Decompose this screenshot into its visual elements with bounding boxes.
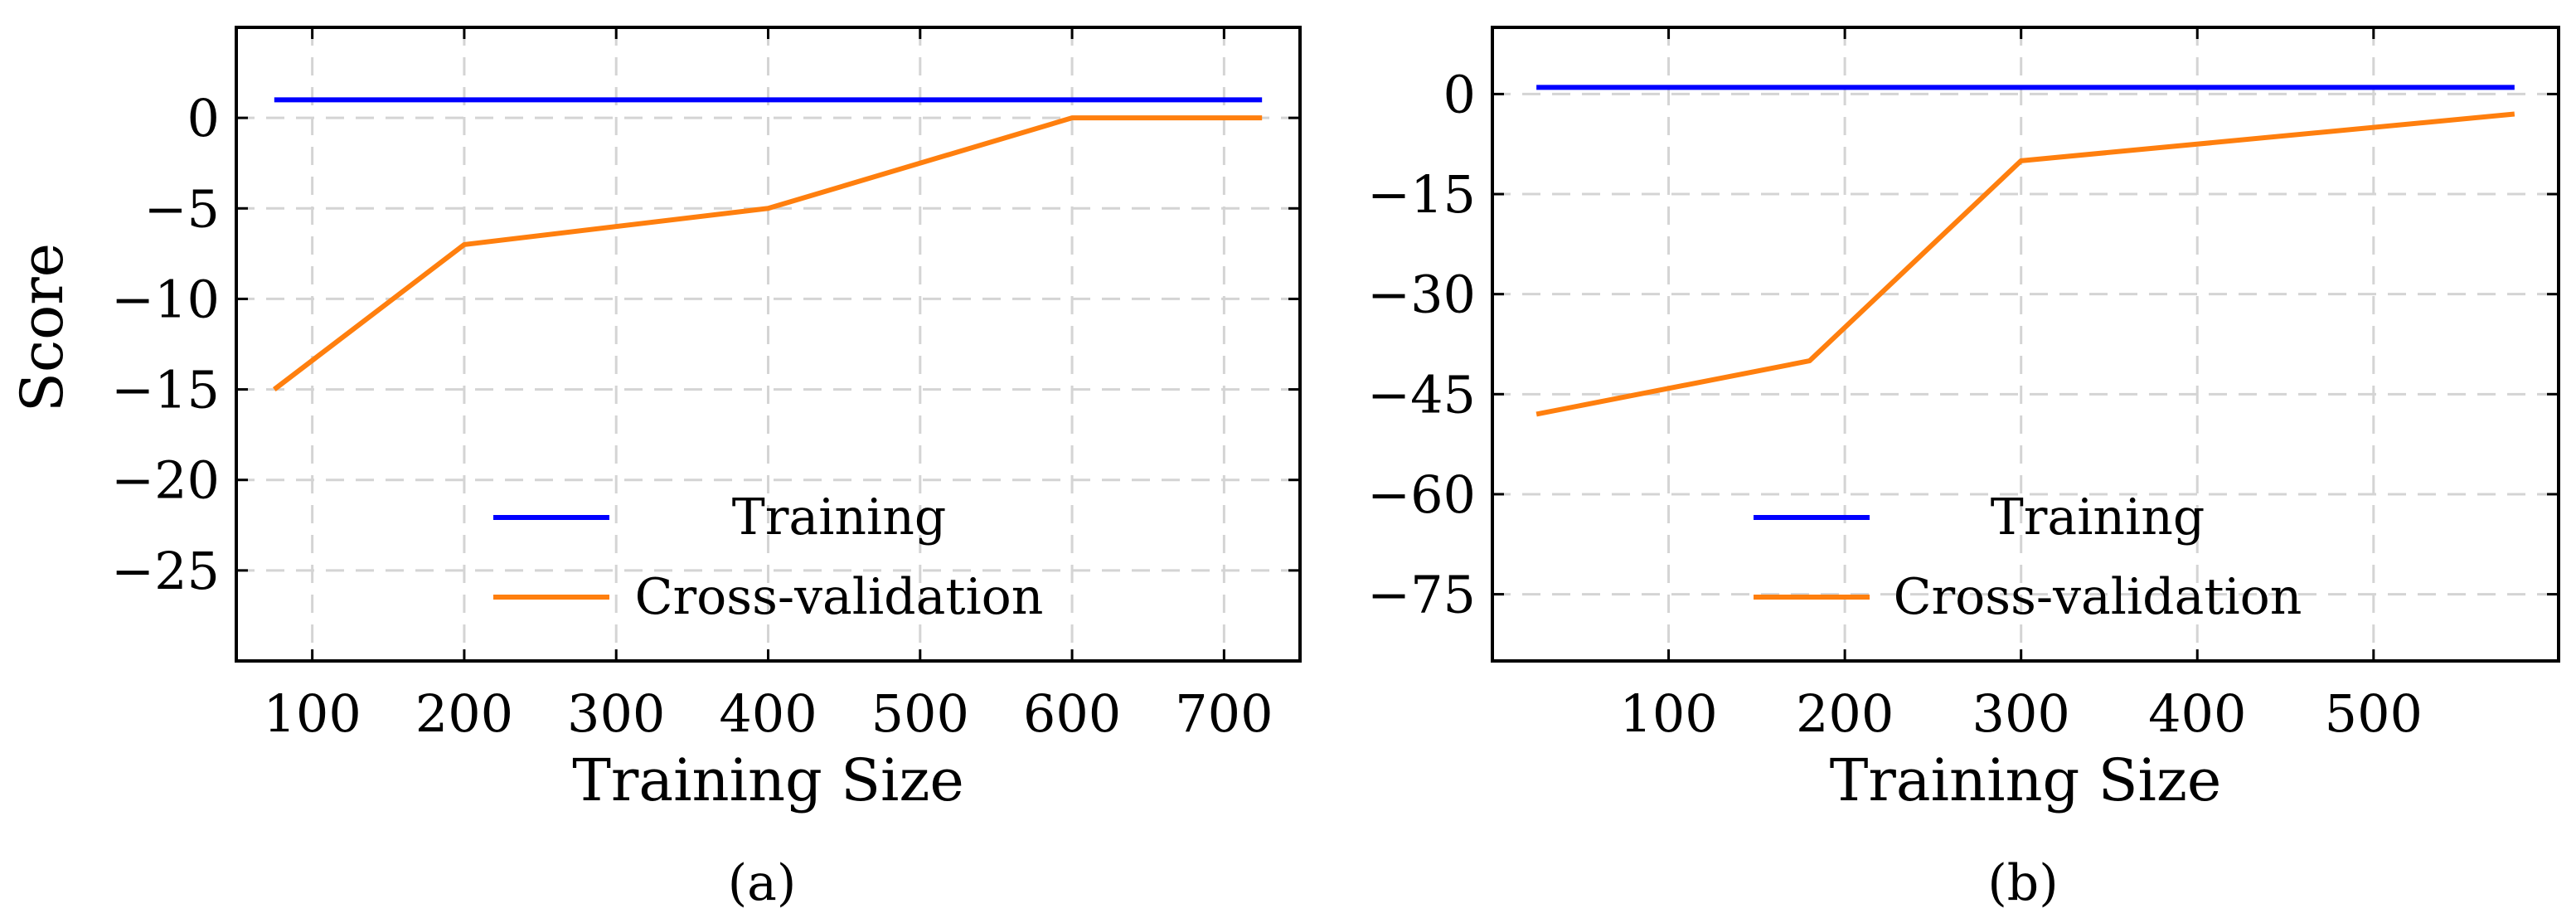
chart-a-ytick-label: 0 [187,88,220,148]
chart-a-xtick-label: 100 [263,683,361,744]
chart-a-xtick-label: 700 [1175,683,1273,744]
chart-b-xtick-label: 400 [2148,683,2246,744]
chart-b-xtick-label: 300 [1972,683,2070,744]
chart-a-plot-frame [235,26,1302,663]
chart-b-legend-label: Cross-validation [1894,568,2302,626]
chart-b-xlabel: Training Size [1830,746,2222,814]
chart-b-xtick-label: 200 [1796,683,1894,744]
chart-a-ytick-label: −5 [144,178,220,239]
chart-a-xtick-label: 200 [415,683,513,744]
chart-b-panel-label: (b) [1987,854,2058,912]
chart-a: 100 200 300 400 500 600 700 0 −5 −10 −15 −20 −25 Trai… [8,26,1302,912]
chart-a-ytick-label: −15 [111,360,220,420]
chart-b-ytick-label: 0 [1443,64,1476,124]
chart-a-ytick-label: −25 [111,541,220,601]
chart-a-xtick-label: 500 [871,683,969,744]
chart-b-series-cross-validation-line [1535,111,2515,417]
chart-a-ylabel: Score [8,243,76,412]
chart-a-xlabel: Training Size [572,746,964,814]
chart-b-plot-frame [1491,26,2560,663]
chart-a-legend-label: Cross-validation [635,568,1044,626]
chart-b-legend-label: Training [1991,488,2205,547]
chart-a-ytick-label: −20 [111,450,220,511]
chart-b-ytick-label: −75 [1367,565,1476,625]
chart-b: 100 200 300 400 500 0 −15 −30 −45 −60 −75 Training C… [1367,26,2560,912]
chart-b-xtick-label: 500 [2325,683,2423,744]
chart-a-xtick-label: 600 [1023,683,1121,744]
chart-a-xtick-label: 400 [719,683,817,744]
chart-a-legend: Training Cross-validation [493,488,1043,626]
chart-a-series-cross-validation-line [273,115,1263,391]
chart-a-xtick-label: 300 [567,683,665,744]
chart-b-ytick-label: −60 [1367,464,1476,525]
chart-a-legend-label: Training [732,488,947,547]
chart-a-panel-label: (a) [728,854,797,912]
chart-a-ytick-label: −10 [111,269,220,329]
chart-b-ytick-label: −15 [1367,164,1476,225]
chart-b-ytick-label: −30 [1367,265,1476,325]
chart-b-ytick-label: −45 [1367,364,1476,425]
chart-b-legend: Training Cross-validation [1754,488,2302,626]
chart-b-xtick-label: 100 [1619,683,1717,744]
